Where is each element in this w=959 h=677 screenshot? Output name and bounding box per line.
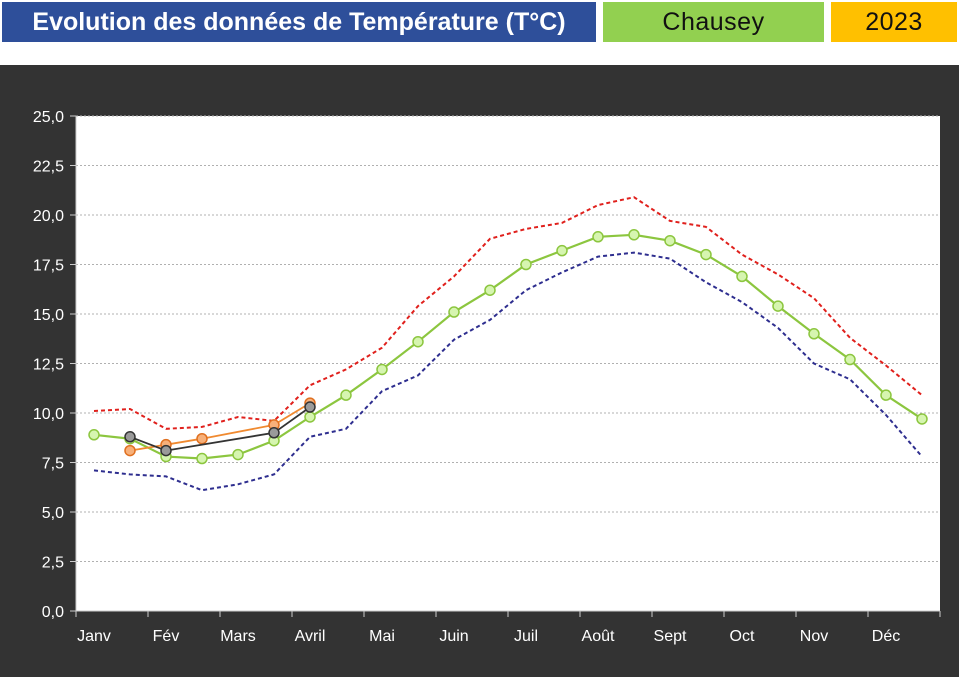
year-label: 2023	[865, 7, 923, 36]
y-tick-label: 2,5	[42, 555, 64, 572]
data-point-mean	[88, 429, 100, 441]
x-tick-label: Avril	[295, 628, 326, 645]
data-point-year_dark	[268, 427, 280, 439]
data-point-mean	[772, 300, 784, 312]
gridlines	[76, 115, 940, 612]
data-point-year_orange	[196, 432, 208, 445]
data-point-mean	[808, 328, 820, 340]
chart-panel: 0,0 2,5 5,0 7,5 10,0 12,5 15,0 17,5 20,0 22,5 25,0…	[0, 65, 959, 677]
x-tick-label: Nov	[800, 628, 828, 645]
x-tick-label: Juil	[514, 628, 538, 645]
series-line-min	[93, 251, 923, 492]
y-tick-label: 7,5	[42, 456, 64, 473]
data-point-mean	[844, 353, 856, 366]
y-tick-label: 10,0	[33, 406, 64, 423]
data-point-mean	[916, 413, 928, 425]
x-tick-label: Juin	[439, 628, 468, 645]
axes	[70, 115, 941, 617]
data-point-year_dark	[304, 401, 316, 413]
series-lines	[88, 196, 928, 492]
x-tick-label: Oct	[730, 628, 755, 645]
data-point-mean	[628, 229, 640, 241]
data-point-mean	[880, 389, 892, 401]
y-tick-label: 22,5	[33, 159, 64, 176]
data-point-mean	[448, 306, 460, 318]
data-point-mean	[412, 335, 424, 348]
data-point-mean	[232, 448, 244, 461]
tick-labels: 0,0 2,5 5,0 7,5 10,0 12,5 15,0 17,5 20,0 22,5 25,0…	[33, 109, 900, 645]
data-point-mean	[520, 258, 532, 271]
data-point-mean	[340, 389, 352, 401]
y-tick-label: 20,0	[33, 208, 64, 225]
data-point-mean	[196, 452, 208, 465]
data-point-mean	[736, 270, 748, 283]
chart-title-banner: Evolution des données de Température (T°…	[2, 2, 596, 42]
y-tick-label: 17,5	[33, 258, 64, 275]
data-point-mean	[484, 284, 496, 296]
data-point-mean	[304, 411, 316, 423]
chart-title: Evolution des données de Température (T°…	[32, 7, 566, 36]
series-line-year_dark	[129, 406, 311, 452]
x-tick-label: Janv	[77, 628, 111, 645]
y-tick-label: 12,5	[33, 357, 64, 374]
y-tick-label: 0,0	[42, 604, 64, 621]
temperature-line-chart: 0,0 2,5 5,0 7,5 10,0 12,5 15,0 17,5 20,0 22,5 25,0…	[33, 109, 941, 645]
data-point-mean	[700, 248, 712, 261]
x-tick-label: Sept	[654, 628, 687, 645]
x-tick-label: Mai	[369, 628, 395, 645]
data-point-year_orange	[124, 444, 136, 457]
year-badge: 2023	[831, 2, 957, 42]
data-point-mean	[664, 234, 676, 247]
series-line-max	[93, 196, 923, 430]
x-tick-label: Août	[582, 628, 615, 645]
x-tick-label: Fév	[153, 628, 180, 645]
station-badge: Chausey	[603, 2, 824, 42]
data-point-mean	[556, 244, 568, 257]
y-tick-label: 25,0	[33, 109, 64, 126]
data-point-mean	[376, 363, 388, 376]
data-point-year_dark	[160, 444, 172, 457]
y-tick-label: 5,0	[42, 505, 64, 522]
x-tick-label: Déc	[872, 628, 900, 645]
x-tick-label: Mars	[220, 628, 256, 645]
data-point-year_dark	[124, 431, 136, 443]
series-line-mean	[93, 233, 923, 460]
station-name: Chausey	[662, 7, 765, 36]
data-point-mean	[592, 231, 604, 243]
y-tick-label: 15,0	[33, 307, 64, 324]
